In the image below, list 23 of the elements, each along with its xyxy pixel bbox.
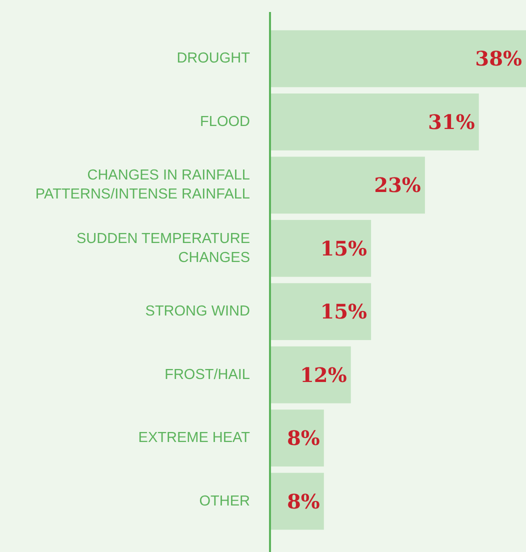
y-tick-label: CHANGES IN RAINFALL PATTERNS/INTENSE RAINFALL: [35, 168, 250, 203]
data-label: 12%: [300, 362, 347, 387]
bar: [270, 283, 372, 340]
y-tick-label: OTHER: [199, 493, 250, 510]
data-label: 8%: [286, 426, 320, 450]
y-tick-label: DROUGHT: [176, 50, 250, 67]
data-label: 8%: [286, 489, 320, 514]
bar: [270, 156, 425, 214]
data-label: 38%: [475, 46, 522, 71]
bar: [270, 410, 324, 467]
data-label: 15%: [320, 236, 368, 260]
data-label: 31%: [428, 110, 475, 134]
y-tick-label: EXTREME HEAT: [138, 430, 250, 446]
data-label: 23%: [374, 173, 421, 198]
bar: [270, 30, 526, 88]
y-tick-label: STRONG WIND: [145, 304, 250, 320]
bar: [270, 346, 351, 404]
y-tick-label: FLOOD: [200, 114, 250, 130]
y-tick-label: SUDDEN TEMPERATURE CHANGES: [76, 230, 250, 266]
bar: [270, 93, 479, 150]
bar: [270, 220, 372, 277]
data-label: 15%: [320, 300, 368, 324]
y-tick-label: FROST/HAIL: [164, 366, 250, 383]
